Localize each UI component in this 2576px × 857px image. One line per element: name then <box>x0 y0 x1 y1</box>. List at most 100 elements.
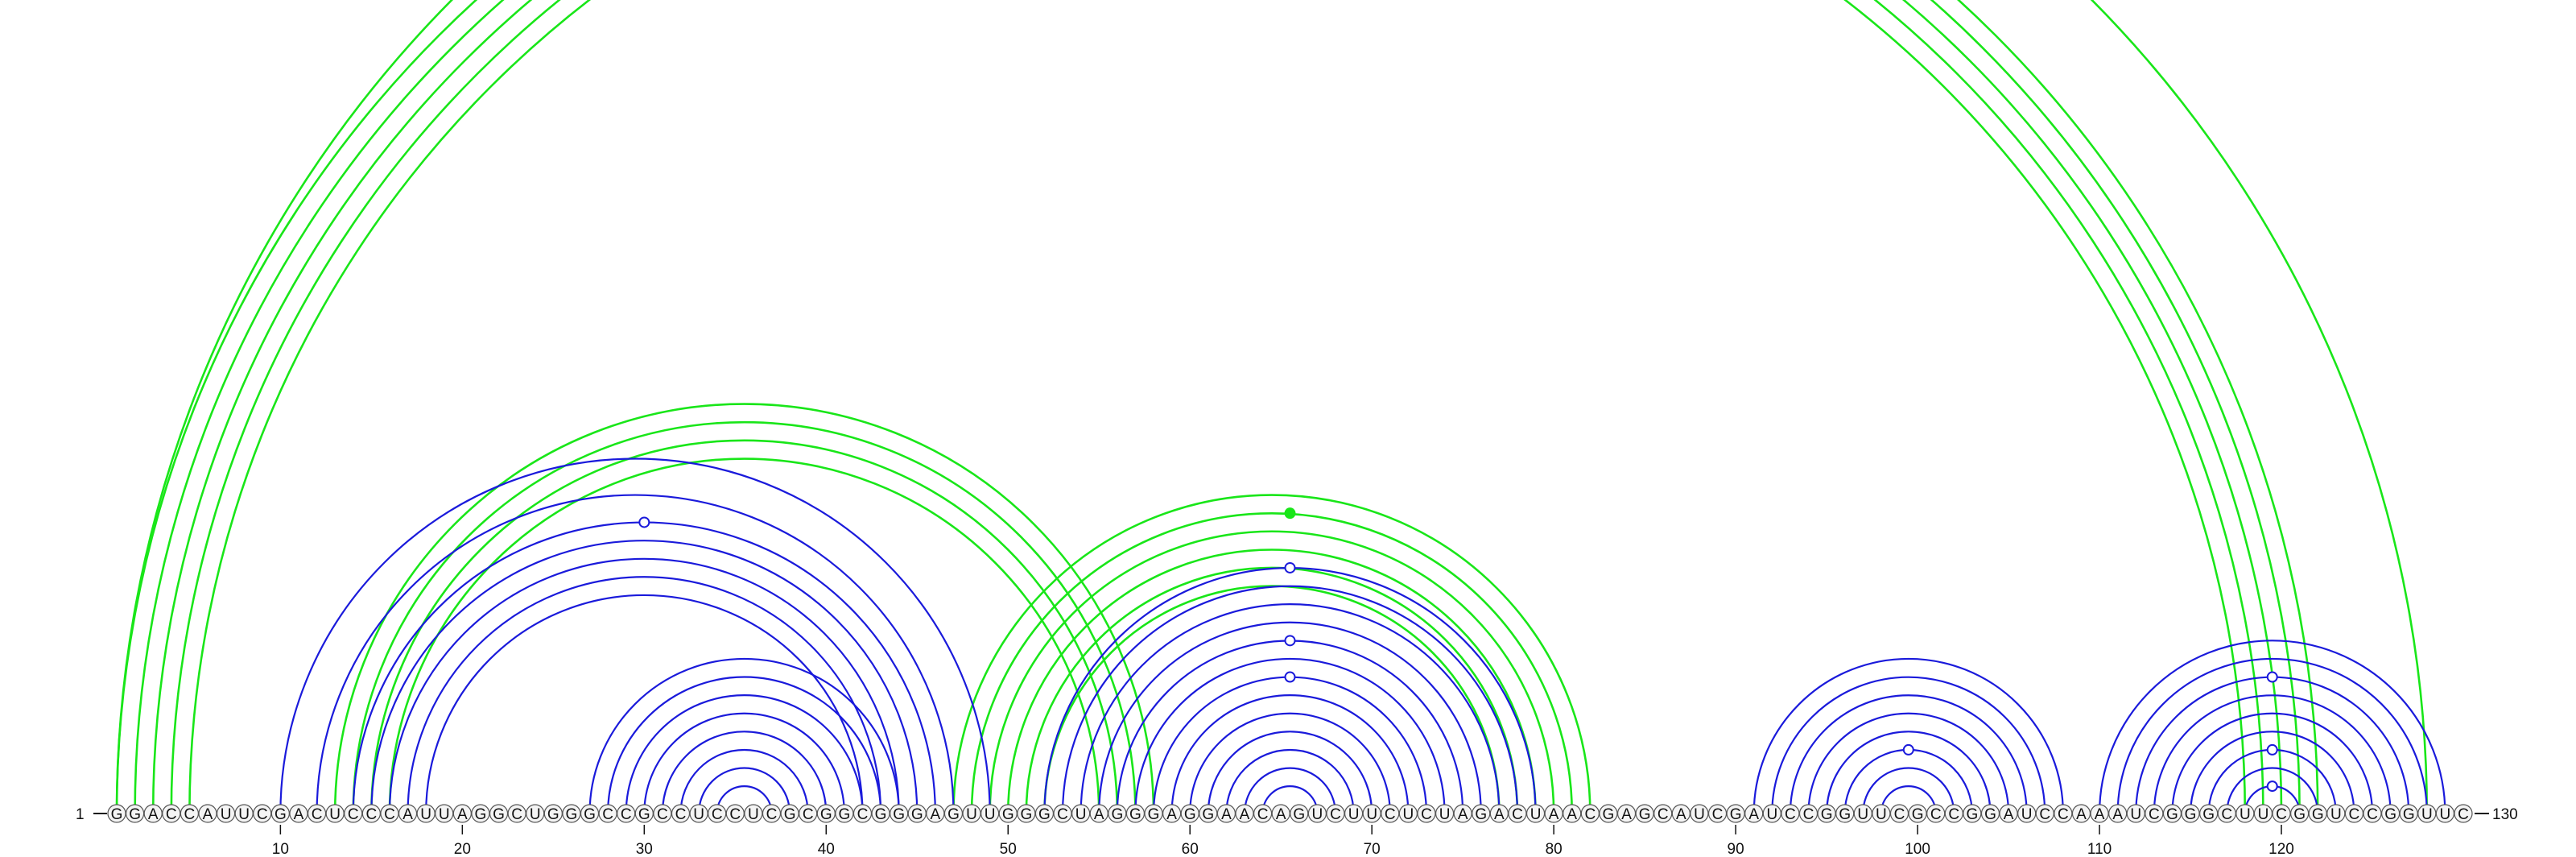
nucleotide-letter: G <box>1184 806 1196 823</box>
nucleotide-letter: A <box>931 806 941 823</box>
green-base-pair-arc <box>1043 585 1501 814</box>
nucleotide-letter: U <box>985 806 996 823</box>
green-base-pair-arc <box>335 404 1154 814</box>
nucleotide-letter: A <box>294 806 304 823</box>
nucleotide-letter: A <box>1621 806 1632 823</box>
nucleotide-letter: A <box>148 806 159 823</box>
nucleotide-letter: G <box>1912 806 1924 823</box>
nucleotide-letter: U <box>2421 806 2433 823</box>
nucleotide-letter: G <box>947 806 960 823</box>
nucleotide-letter: C <box>1421 806 1432 823</box>
arc-apex-marker <box>2266 780 2278 793</box>
blue-base-pair-arc <box>643 712 845 814</box>
green-base-pair-arc <box>1006 549 1537 814</box>
green-base-pair-arc <box>115 0 2319 814</box>
green-base-pair-arc <box>952 495 1591 814</box>
arc-apex-marker <box>1284 671 1296 683</box>
nucleotide-letter: C <box>184 806 196 823</box>
nucleotide-letter: C <box>365 806 377 823</box>
nucleotide-letter: C <box>1330 806 1341 823</box>
nucleotide-letter: A <box>1166 806 1177 823</box>
tick-label: 90 <box>1728 841 1744 857</box>
nucleotide-letter: C <box>1057 806 1068 823</box>
position-ticks: 10 20 30 40 50 60 70 80 90 100 110 120 <box>272 825 2294 857</box>
nucleotide-letter: C <box>1894 806 1905 823</box>
blue-base-pair-arc <box>1207 731 1373 814</box>
nucleotide-letter: G <box>2384 806 2396 823</box>
nucleotide-letter: A <box>1240 806 1250 823</box>
nucleotide-letter: G <box>2403 806 2415 823</box>
nucleotide-letter: C <box>312 806 323 823</box>
nucleotide-letter: C <box>1584 806 1596 823</box>
green-base-pair-arc <box>188 0 2247 814</box>
nucleotide-letter: G <box>2293 806 2306 823</box>
nucleotide-letter: U <box>1439 806 1451 823</box>
nucleotide-letter: G <box>1966 806 1978 823</box>
nucleotide-letter: G <box>1984 806 1996 823</box>
nucleotide-letter: U <box>221 806 232 823</box>
blue-base-pair-arc <box>1880 785 1937 814</box>
nucleotide-letter: G <box>1839 806 1851 823</box>
start-index-label: 1 <box>76 806 85 823</box>
nucleotide-letter: G <box>1202 806 1214 823</box>
blue-base-pair-arc <box>1752 657 2064 814</box>
blue-base-pair-arc <box>1771 677 2046 814</box>
nucleotide-letter: A <box>1748 806 1759 823</box>
nucleotide-letter: G <box>1111 806 1123 823</box>
nucleotide-letter: C <box>2458 806 2469 823</box>
tick-label: 60 <box>1182 841 1199 857</box>
nucleotide-letter: A <box>1567 806 1577 823</box>
blue-base-pair-arc <box>1189 713 1391 814</box>
arc-apex-marker <box>638 516 650 528</box>
blue-base-pair-arc <box>1243 767 1337 814</box>
blue-base-pair-arc <box>2116 657 2428 814</box>
nucleotide-letter: U <box>2440 806 2451 823</box>
nucleotide-letter: G <box>1603 806 1615 823</box>
nucleotide-letter: A <box>1549 806 1559 823</box>
nucleotide-letter: U <box>420 806 431 823</box>
blue-base-pair-arc <box>407 576 882 814</box>
nucleotide-letter: G <box>1020 806 1032 823</box>
green-base-pair-arc <box>115 0 2429 814</box>
blue-base-pair-arc <box>2189 731 2355 814</box>
nucleotide-letter: G <box>1475 806 1487 823</box>
nucleotide-letter: A <box>1494 806 1505 823</box>
nucleotide-circle <box>2454 804 2473 823</box>
end-index-label: 130 <box>2492 806 2518 823</box>
nucleotide-letter: U <box>693 806 704 823</box>
blue-base-pair-arc <box>679 749 809 814</box>
arc-apex-markers <box>638 507 2278 793</box>
nucleotide-letter: G <box>547 806 559 823</box>
nucleotide-letter: A <box>1094 806 1104 823</box>
nucleotide-letter: G <box>1293 806 1305 823</box>
nucleotide-letter: G <box>129 806 141 823</box>
blue-base-pair-arc <box>1862 767 1955 814</box>
nucleotide-letter: G <box>893 806 905 823</box>
tick-label: 80 <box>1546 841 1563 857</box>
nucleotide-letter: G <box>1730 806 1742 823</box>
nucleotide-letter: G <box>1639 806 1651 823</box>
nucleotide-letter: C <box>621 806 632 823</box>
arc-apex-marker <box>1902 743 1914 756</box>
nucleotide-letter: C <box>1385 806 1396 823</box>
green-base-pair-arc <box>135 0 2300 814</box>
blue-base-pair-arc <box>2171 712 2374 814</box>
nucleotide-letter: U <box>1366 806 1377 823</box>
nucleotide-letter: G <box>1821 806 1833 823</box>
arc-apex-marker <box>1284 635 1296 647</box>
arc-apex-marker <box>2266 743 2278 756</box>
nucleotide-letter: U <box>2130 806 2141 823</box>
nucleotide-letter: G <box>1038 806 1051 823</box>
nucleotide-letter: U <box>439 806 450 823</box>
green-base-pair-arc <box>388 458 1100 814</box>
nucleotide-letter: C <box>2349 806 2360 823</box>
nucleotide-letter: G <box>784 806 796 823</box>
nucleotide-letter: A <box>2076 806 2087 823</box>
tick-label: 10 <box>272 841 289 857</box>
tick-label: 110 <box>2087 841 2112 857</box>
green-base-pair-arc <box>153 0 2281 814</box>
nucleotide-letter: G <box>1002 806 1014 823</box>
nucleotide-letter: C <box>675 806 687 823</box>
nucleotide-letter: A <box>2112 806 2123 823</box>
nucleotide-letter: C <box>2149 806 2160 823</box>
